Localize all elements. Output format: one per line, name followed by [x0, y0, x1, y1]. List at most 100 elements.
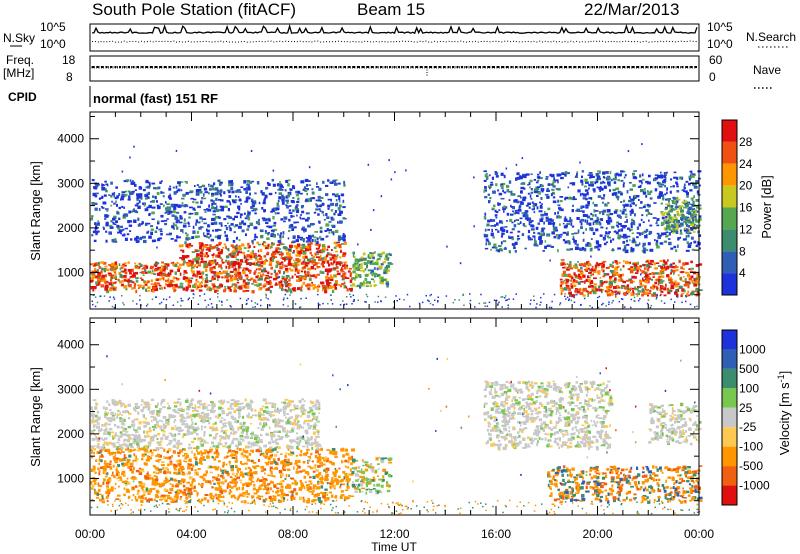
- echo-cell: [586, 222, 589, 225]
- echo-cell: [644, 273, 649, 277]
- echo-speckle: [92, 303, 94, 306]
- echo-cell: [348, 497, 351, 499]
- echo-cell: [115, 200, 117, 203]
- echo-cell: [569, 196, 573, 200]
- echo-speckle: [505, 167, 508, 170]
- echo-cell: [590, 173, 594, 176]
- echo-cell: [266, 237, 270, 240]
- echo-cell: [182, 193, 186, 197]
- echo-cell: [94, 267, 97, 271]
- echo-cell: [288, 279, 291, 282]
- echo-cell: [328, 482, 332, 485]
- echo-cell: [189, 206, 193, 209]
- echo-cell: [288, 491, 293, 493]
- echo-cell: [335, 244, 340, 248]
- echo-cell: [305, 189, 308, 192]
- echo-cell: [614, 290, 618, 293]
- echo-cell: [577, 275, 580, 280]
- echo-speckle: [342, 199, 345, 202]
- echo-cell: [224, 225, 227, 227]
- echo-cell: [229, 489, 232, 492]
- echo-cell: [302, 260, 305, 264]
- echo-cell: [280, 261, 284, 264]
- echo-cell: [536, 206, 539, 210]
- echo-cell: [318, 258, 322, 262]
- echo-cell: [276, 261, 279, 264]
- echo-cell: [674, 291, 678, 295]
- echo-cell: [686, 195, 689, 198]
- echo-cell: [364, 277, 368, 281]
- echo-cell: [587, 174, 591, 176]
- echo-cell: [304, 200, 309, 203]
- echo-cell: [110, 474, 114, 477]
- echo-cell: [165, 207, 169, 211]
- echo-cell: [284, 267, 289, 271]
- echo-cell: [573, 239, 577, 243]
- echo-cell: [135, 277, 139, 280]
- echo-cell: [308, 184, 312, 186]
- echo-cell: [616, 285, 619, 288]
- echo-cell: [329, 460, 333, 464]
- echo-cell: [552, 224, 555, 228]
- echo-cell: [655, 222, 658, 225]
- echo-cell: [554, 212, 556, 215]
- echo-cell: [646, 203, 649, 207]
- echo-cell: [272, 498, 277, 501]
- echo-speckle: [346, 303, 348, 305]
- echo-cell: [681, 201, 684, 204]
- echo-cell: [158, 454, 162, 458]
- echo-cell: [660, 232, 664, 236]
- echo-cell: [238, 268, 240, 272]
- echo-cell: [184, 277, 188, 281]
- echo-cell: [604, 234, 607, 237]
- echo-cell: [173, 495, 176, 498]
- echo-cell: [673, 282, 676, 286]
- echo-cell: [648, 273, 652, 275]
- echo-cell: [582, 274, 586, 278]
- echo-speckle: [498, 301, 500, 304]
- echo-cell: [181, 257, 185, 261]
- echo-cell: [233, 286, 237, 290]
- echo-cell: [687, 234, 690, 238]
- echo-cell: [690, 197, 694, 200]
- echo-cell: [544, 245, 547, 249]
- echo-cell: [552, 185, 556, 188]
- echo-cell: [691, 208, 695, 211]
- echo-cell: [377, 253, 381, 257]
- echo-cell: [582, 210, 585, 213]
- echo-cell: [583, 185, 587, 188]
- echo-cell: [663, 261, 665, 264]
- echo-cell: [151, 200, 156, 203]
- echo-speckle: [330, 299, 332, 301]
- echo-cell: [345, 264, 349, 268]
- echo-cell: [194, 235, 199, 239]
- echo-cell: [685, 235, 688, 239]
- echo-cell: [686, 192, 689, 196]
- echo-cell: [287, 194, 291, 198]
- echo-cell: [118, 217, 121, 221]
- echo-cell: [663, 265, 666, 269]
- echo-cell: [195, 284, 199, 287]
- echo-cell: [158, 483, 162, 488]
- echo-cell: [582, 197, 587, 200]
- echo-cell: [130, 268, 134, 273]
- echo-cell: [229, 481, 233, 484]
- echo-cell: [646, 234, 648, 236]
- echo-cell: [612, 238, 615, 241]
- echo-cell: [288, 212, 293, 214]
- echo-cell: [177, 463, 181, 467]
- echo-cell: [276, 262, 279, 266]
- echo-cell: [229, 228, 232, 232]
- echo-cell: [569, 276, 573, 278]
- echo-cell: [251, 290, 255, 294]
- echo-cell: [569, 267, 574, 270]
- echo-cell: [253, 246, 256, 248]
- echo-cell: [514, 219, 516, 223]
- echo-cell: [543, 232, 545, 236]
- echo-cell: [592, 201, 594, 205]
- echo-cell: [207, 254, 210, 258]
- echo-cell: [680, 222, 684, 226]
- echo-cell: [199, 244, 203, 248]
- echo-cell: [159, 203, 163, 205]
- echo-cell: [222, 495, 225, 499]
